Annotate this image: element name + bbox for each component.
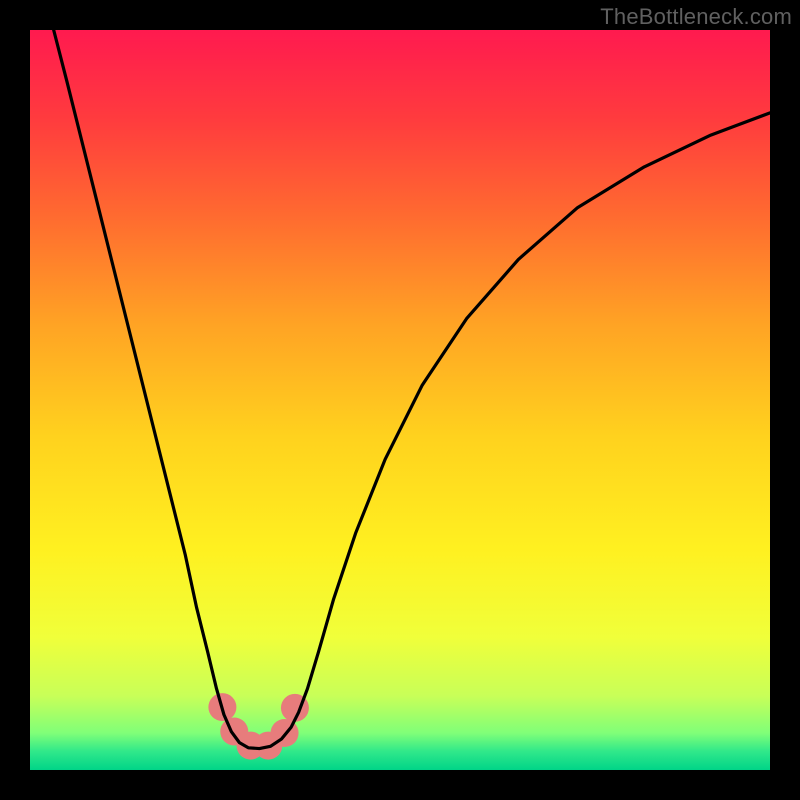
watermark-text: TheBottleneck.com bbox=[600, 4, 792, 30]
chart-frame: TheBottleneck.com bbox=[0, 0, 800, 800]
plot-svg bbox=[30, 30, 770, 770]
plot-area bbox=[30, 30, 770, 770]
bottleneck-curve bbox=[54, 30, 770, 749]
